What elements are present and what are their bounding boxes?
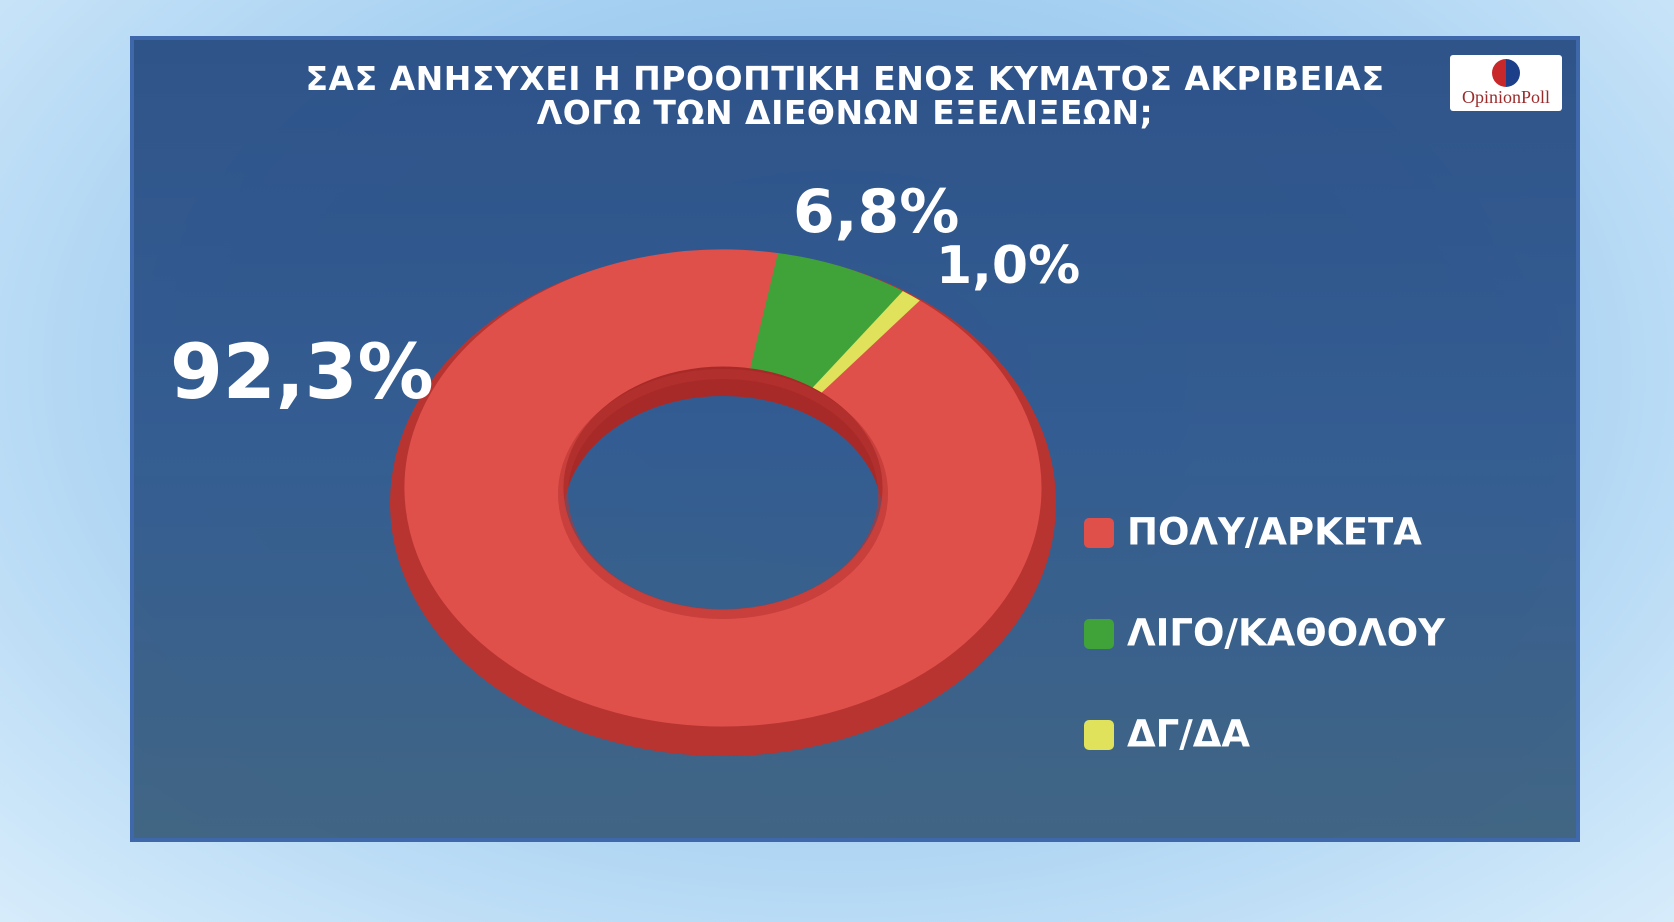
legend-swatch bbox=[1084, 720, 1114, 750]
value-label: 6,8% bbox=[793, 177, 959, 247]
legend-label: ΔΓ/ΔΑ bbox=[1127, 713, 1250, 756]
value-label: 1,0% bbox=[936, 236, 1080, 296]
logo-icon bbox=[1492, 59, 1520, 87]
slice bbox=[812, 291, 920, 393]
donut-hole-rim bbox=[558, 369, 888, 619]
value-label: 92,3% bbox=[170, 327, 434, 416]
legend-label: ΠΟΛΥ/ΑΡΚΕΤΑ bbox=[1127, 511, 1422, 554]
slice bbox=[404, 249, 1042, 727]
chart-title: ΣΑΣ ΑΝΗΣΥΧΕΙ Η ΠΡΟΟΠΤΙΚΗ ΕΝΟΣ ΚΥΜΑΤΟΣ ΑΚ… bbox=[305, 59, 1385, 132]
legend-label: ΛΙΓΟ/ΚΑΘΟΛΟΥ bbox=[1127, 612, 1446, 655]
logo-text: OpinionPoll bbox=[1461, 87, 1550, 107]
legend-swatch bbox=[1084, 619, 1114, 649]
legend-swatch bbox=[1084, 518, 1114, 548]
logo: OpinionPoll bbox=[1450, 55, 1562, 111]
